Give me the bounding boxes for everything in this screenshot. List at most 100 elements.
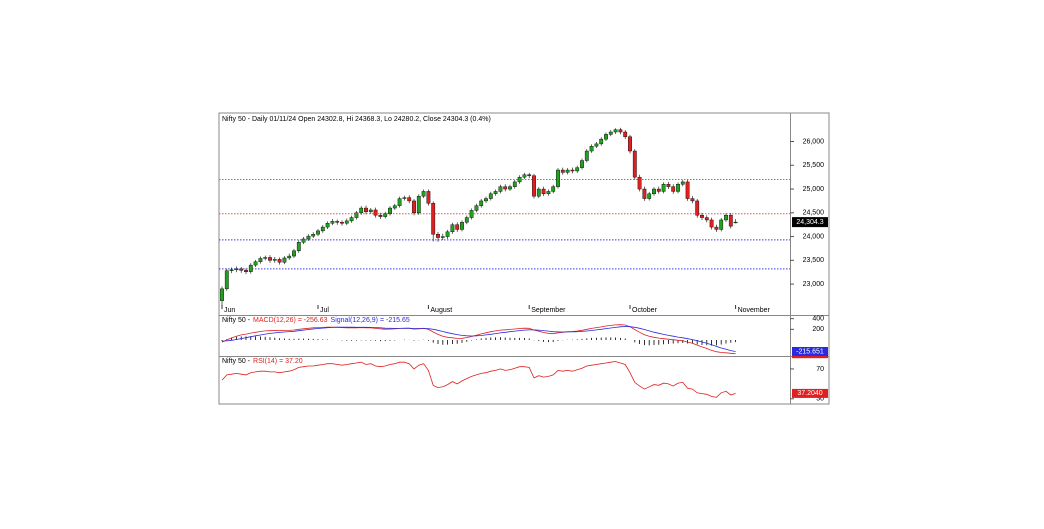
- candle-body: [728, 214, 733, 227]
- x-tick-label: Jun: [224, 307, 235, 314]
- legend-entry: Signal(12,26,9) = -215.65: [331, 317, 410, 324]
- candle-body: [680, 181, 685, 185]
- candle-body: [340, 222, 344, 224]
- candle-body: [378, 214, 383, 217]
- candle-body: [354, 212, 359, 218]
- candle-body: [421, 191, 426, 197]
- candle-body: [647, 193, 652, 199]
- x-tick-label: Jul: [320, 307, 329, 314]
- candle-body: [661, 184, 666, 192]
- candle-body: [282, 257, 287, 263]
- candle-body: [220, 288, 224, 301]
- candle-body: [412, 200, 416, 214]
- candle-body: [335, 221, 340, 223]
- candle-body: [436, 233, 440, 238]
- x-tick-label: August: [430, 307, 452, 314]
- candle-body: [618, 129, 623, 133]
- candle-body: [628, 136, 632, 152]
- candle-body: [388, 207, 392, 214]
- candle-body: [330, 221, 335, 224]
- candle-body: [234, 268, 239, 271]
- candle-body: [536, 188, 541, 197]
- legend-entry: RSI(14) = 37.20: [253, 358, 303, 365]
- legend-entry: MACD(12,26) = -256.63: [253, 317, 328, 324]
- candle-body: [224, 270, 229, 290]
- candle-body: [359, 207, 364, 214]
- candle-body: [402, 197, 407, 199]
- y-tick-label: 30: [816, 396, 824, 403]
- candle-body: [287, 255, 292, 259]
- y-tick-label: 24,000: [803, 233, 825, 240]
- candle-body: [239, 268, 244, 271]
- candle-body: [580, 160, 584, 168]
- candle-body: [479, 200, 484, 206]
- candle-body: [292, 250, 296, 257]
- candle-body: [484, 198, 488, 202]
- pane-title-text: Nifty 50 -: [222, 358, 251, 365]
- candle-body: [613, 129, 618, 133]
- candle-body: [268, 257, 272, 261]
- candle-body: [455, 224, 460, 230]
- candle-body: [248, 264, 253, 272]
- candle-body: [709, 219, 714, 228]
- candle-body: [460, 222, 464, 230]
- candle-body: [608, 131, 613, 135]
- value-box: [792, 388, 828, 398]
- candle-body: [551, 186, 556, 192]
- chart-frame: [218, 112, 830, 405]
- candle-body: [416, 195, 421, 214]
- indicator-line: [221, 324, 736, 355]
- candle-body: [532, 175, 536, 197]
- candle-body: [546, 191, 551, 194]
- candle-body: [258, 258, 263, 262]
- candle-body: [344, 220, 349, 224]
- y-tick-label: 200: [812, 326, 824, 333]
- candle-body: [320, 226, 325, 232]
- candle-body: [349, 217, 354, 222]
- candle-body: [632, 150, 637, 178]
- candle-body: [325, 223, 330, 228]
- candle-body: [652, 188, 656, 194]
- candle-body: [311, 233, 316, 237]
- y-tick-label: 25,000: [803, 186, 825, 193]
- y-tick-label: 400: [812, 316, 824, 323]
- candle-body: [594, 143, 599, 147]
- candle-body: [700, 214, 704, 218]
- candle-body: [695, 200, 700, 216]
- candle-body: [676, 184, 680, 192]
- pane-title: Nifty 50 - RSI(14) = 37.20: [222, 358, 303, 365]
- candle-body: [690, 198, 695, 202]
- x-tick-label: September: [531, 307, 566, 314]
- candle-body: [253, 261, 258, 266]
- candle-body: [714, 226, 719, 230]
- candle-body: [244, 270, 248, 272]
- candle-body: [704, 217, 709, 221]
- candle-body: [488, 193, 493, 199]
- candle-body: [604, 134, 608, 140]
- candle-body: [666, 184, 671, 187]
- candle-body: [277, 259, 282, 263]
- candle-body: [733, 221, 738, 224]
- value-box-label: -215.651: [796, 348, 824, 355]
- y-tick-label: 25,500: [803, 162, 825, 169]
- candle-body: [383, 213, 388, 217]
- candle-body: [584, 150, 589, 161]
- candle-body: [589, 146, 594, 152]
- candle-body: [397, 198, 402, 206]
- candle-body: [570, 169, 575, 172]
- y-tick-label: 70: [816, 366, 824, 373]
- candle-body: [474, 205, 479, 211]
- candle-body: [623, 131, 628, 137]
- candle-body: [527, 174, 532, 176]
- y-tick-label: 26,000: [803, 138, 825, 145]
- candle-body: [560, 169, 565, 173]
- candle-body: [263, 257, 268, 259]
- candle-body: [316, 230, 320, 235]
- pane-title: Nifty 50 - MACD(12,26) = -256.63 Signal(12…: [222, 317, 410, 324]
- candle-body: [440, 236, 445, 238]
- candle-body: [426, 191, 431, 204]
- last-price-box: [792, 217, 828, 228]
- candle-body: [498, 186, 503, 192]
- pane-title-text: Nifty 50 -: [222, 317, 251, 324]
